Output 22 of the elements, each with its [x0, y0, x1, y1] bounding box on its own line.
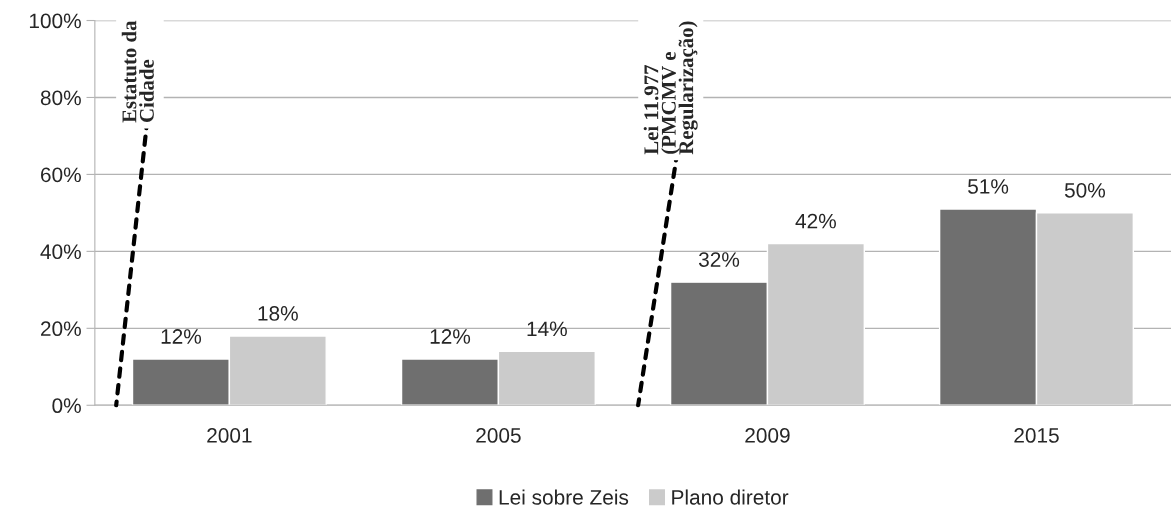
data-label: 50% [1064, 182, 1106, 198]
data-label: 12% [430, 329, 471, 344]
x-tick-label: 2009 [745, 428, 790, 443]
x-tick-label: 2005 [476, 428, 521, 443]
annotation: Estatuto da Cidade [121, 20, 154, 123]
x-tick-label: 2015 [1014, 428, 1059, 443]
data-label: 32% [698, 252, 740, 267]
legend-label: Lei sobre Zeis [499, 489, 629, 505]
data-label: 12% [161, 329, 202, 344]
y-tick-label: 60% [41, 167, 81, 183]
annotation: Lei 11.977 (PMCMV e Regularização) [643, 21, 698, 155]
data-label: 18% [258, 306, 298, 321]
legend-label: Plano diretor [672, 489, 789, 505]
y-tick-label: 40% [40, 244, 81, 260]
y-tick-label: 0% [52, 398, 81, 414]
x-tick-label: 2001 [207, 428, 252, 443]
y-tick-label: 80% [40, 90, 81, 106]
y-tick-label: 20% [41, 321, 81, 337]
data-label: 42% [795, 213, 836, 229]
data-label: 14% [527, 321, 567, 337]
y-tick-label: 100% [29, 13, 81, 29]
data-label: 51% [968, 179, 1009, 194]
